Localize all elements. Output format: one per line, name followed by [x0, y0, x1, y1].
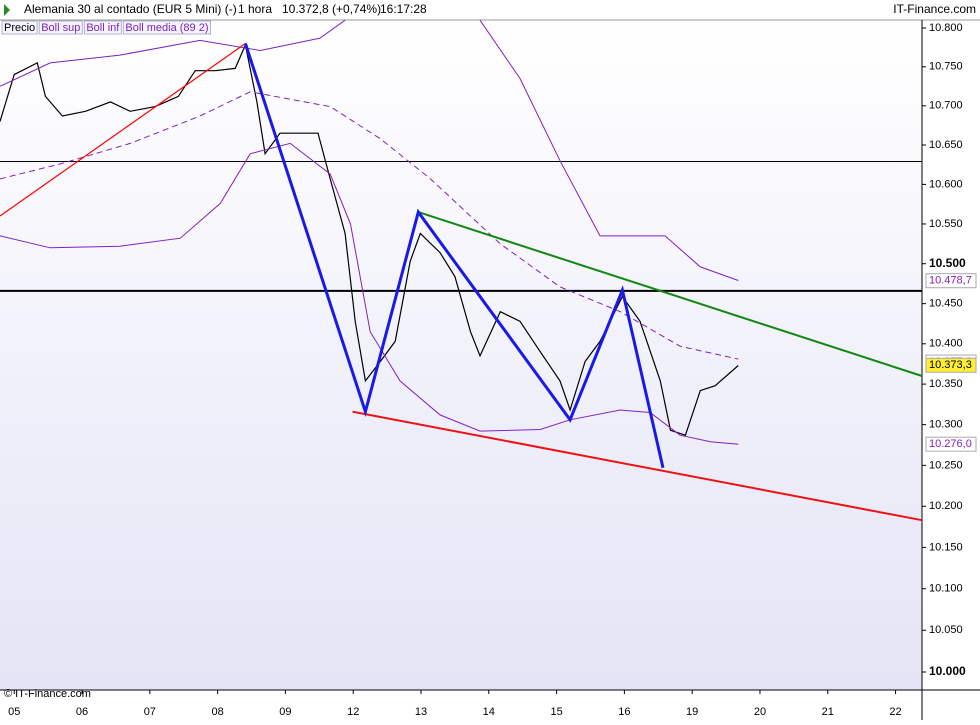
x-tick-label: 07	[144, 706, 156, 718]
y-tick-label: 10.550	[929, 218, 963, 230]
legend-label: Boll media (89 2)	[125, 22, 208, 34]
price-label: 10.373,3	[929, 359, 972, 371]
legend-label: Boll inf	[86, 22, 120, 34]
header-bar	[0, 0, 980, 20]
x-tick-label: 22	[889, 706, 901, 718]
series-line	[479, 19, 739, 281]
price-label-box	[925, 273, 977, 289]
y-tick-label: 10.100	[929, 583, 963, 595]
legend-label: Precio	[4, 22, 35, 34]
y-tick-label: 10.250	[929, 459, 963, 471]
x-tick-label: 09	[279, 706, 291, 718]
x-tick-label: 15	[550, 706, 562, 718]
y-tick-label: 10.700	[929, 100, 963, 112]
price-label-box	[925, 357, 977, 373]
price-label: 10.276,0	[929, 438, 972, 450]
y-tick-label: 10.400	[929, 338, 963, 350]
y-tick-label: 10.650	[929, 139, 963, 151]
legend-label: Boll sup	[41, 22, 80, 34]
x-tick-label: 19	[686, 706, 698, 718]
x-tick-label: 12	[347, 706, 359, 718]
x-tick-label: 05	[8, 706, 20, 718]
time: 16:17:28	[380, 2, 427, 16]
chart-title: Alemania 30 al contado (EUR 5 Mini) (-)	[24, 2, 237, 16]
trend-line	[352, 410, 923, 522]
price-label-box	[925, 436, 977, 452]
y-tick-label: 10.050	[929, 624, 963, 636]
x-tick-label: 20	[754, 706, 766, 718]
series-line	[0, 142, 739, 445]
x-tick-label: 16	[618, 706, 630, 718]
y-tick-label: 10.600	[929, 178, 963, 190]
y-tick-label: 10.350	[929, 378, 963, 390]
menu-icon[interactable]	[4, 4, 10, 16]
legend-box[interactable]	[122, 20, 212, 35]
series-line	[0, 19, 346, 87]
x-tick-label: 21	[822, 706, 834, 718]
y-tick-label: 10.300	[929, 419, 963, 431]
trend-line	[0, 43, 246, 217]
footer: © IT-Finance.com	[4, 688, 91, 700]
legend: Precio Boll sup Boll inf Boll media (89 2)	[1, 20, 212, 35]
plot-background	[0, 20, 922, 690]
series-line	[0, 91, 739, 360]
x-tick-label: 14	[483, 706, 495, 718]
y-tick-label: 10.150	[929, 541, 963, 553]
source: IT-Finance.com	[893, 2, 976, 16]
y-tick-label: 10.800	[929, 22, 963, 34]
price-label: 10.478,7	[929, 275, 972, 287]
legend-box[interactable]	[83, 20, 122, 35]
last-price: 10.372,8 (+0,74%)	[282, 2, 381, 16]
y-tick-label: 10.500	[929, 256, 966, 270]
y-tick-label: 10.200	[929, 500, 963, 512]
y-tick-label: 10.450	[929, 298, 963, 310]
legend-box[interactable]	[38, 20, 83, 35]
trend-line	[417, 211, 923, 377]
legend-box[interactable]	[1, 20, 38, 35]
x-tick-label: 13	[415, 706, 427, 718]
x-tick-label: 06	[76, 706, 88, 718]
y-tick-label: 10.750	[929, 61, 963, 73]
timeframe: 1 hora	[238, 2, 272, 16]
x-tick-label: 08	[211, 706, 223, 718]
trend-line	[243, 43, 665, 469]
y-tick-label: 10.000	[929, 664, 966, 678]
